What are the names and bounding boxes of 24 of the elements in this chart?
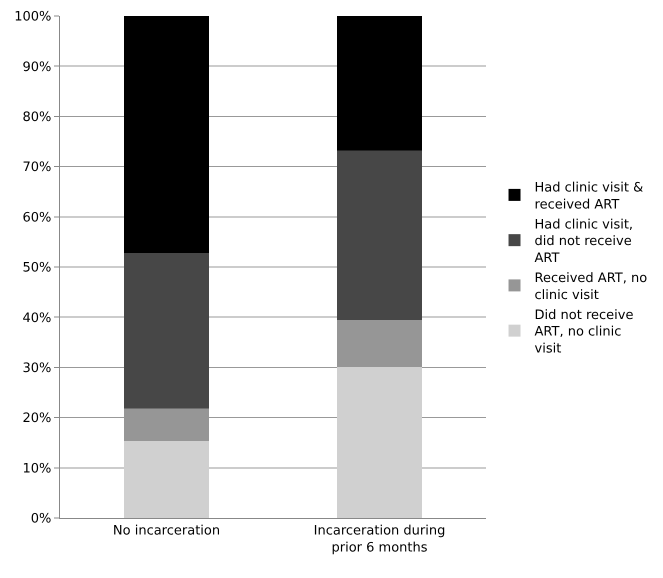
legend-label: Received ART, no clinic visit	[534, 271, 648, 303]
bar	[124, 252, 210, 409]
legend-label: Did not receive ART, no clinic visit	[534, 308, 634, 357]
y-tick-label: 20%	[22, 411, 52, 426]
x-tick-label: Incarceration during prior 6 months	[314, 524, 446, 556]
legend-label: Had clinic visit & received ART	[534, 180, 644, 212]
y-tick-label: 70%	[22, 160, 52, 176]
bar	[336, 320, 422, 367]
y-tick-label: 60%	[22, 210, 52, 226]
y-tick-label: 80%	[22, 110, 52, 125]
bar	[124, 441, 210, 518]
y-tick-label: 0%	[30, 512, 52, 527]
y-tick-label: 10%	[22, 461, 52, 476]
legend-label: Had clinic visit, did not receive ART	[534, 217, 634, 266]
bar	[336, 16, 422, 151]
bar	[336, 150, 422, 320]
y-tick-label: 90%	[22, 60, 52, 75]
bar	[124, 16, 210, 253]
y-tick-label: 100%	[14, 10, 52, 25]
y-tick-label: 50%	[22, 260, 52, 276]
x-tick-label: No incarceration	[112, 524, 220, 539]
y-tick-label: 30%	[22, 360, 52, 376]
y-tick-label: 40%	[22, 310, 52, 326]
bar	[336, 366, 422, 518]
